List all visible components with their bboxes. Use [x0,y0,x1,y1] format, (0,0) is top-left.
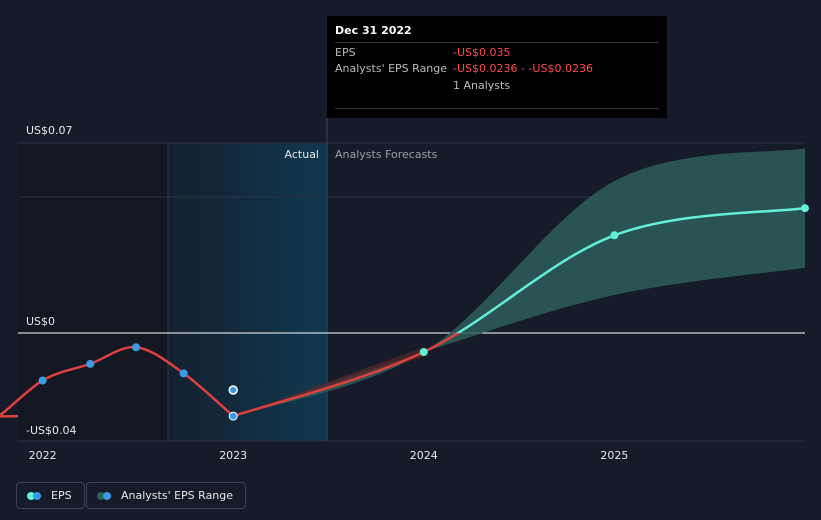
tooltip-value: -US$0.0236 - -US$0.0236 [453,62,593,75]
eps-forecast-point [801,204,809,213]
eps-forecast-line-positive [455,206,806,333]
region-label-forecast: Analysts Forecasts [335,148,438,161]
region-label-actual: Actual [285,148,319,161]
tooltip-value: -US$0.035 [453,46,511,59]
tooltip-label: Analysts' EPS Range [335,62,448,75]
eps-actual-point [228,411,238,421]
tooltip-analysts-count: 1 Analysts [453,79,511,92]
series-points [38,204,809,421]
series-lines [0,206,806,418]
eps-actual-point [131,343,140,352]
legend-item-analysts-range[interactable]: Analysts' EPS Range [86,482,247,509]
y-tick-label: US$0 [26,315,55,328]
y-tick-label: US$0.07 [26,124,73,137]
axis-labels: US$0.07 US$0 -US$0.04 2022 2023 2024 2025 Actua… [26,124,628,462]
y-tick-label: -US$0.04 [26,424,77,437]
actual-region-shade [168,143,327,441]
legend-label: EPS [51,489,72,502]
eps-forecast-point [419,348,428,356]
legend-item-eps[interactable]: EPS [16,482,85,509]
tooltip-date: Dec 31 2022 [335,24,412,37]
x-tick-label: 2024 [410,449,438,462]
tooltip-row-eps: EPS -US$0.035 [335,42,659,60]
hover-tooltip: Dec 31 2022 EPS -US$0.035 Analysts' EPS … [327,16,667,118]
x-tick-label: 2023 [219,449,247,462]
grid-lines [18,118,805,442]
analyst-range-band [233,148,805,417]
eps-forecast-point [610,231,619,240]
tooltip-label: EPS [335,46,356,59]
x-tick-label: 2025 [600,449,628,462]
eps-forecast-line-negative [232,333,461,418]
tooltip-row-range: Analysts' EPS Range -US$0.0236 - -US$0.0… [335,59,659,77]
x-tick-label: 2022 [29,449,57,462]
eps-actual-point [38,376,47,385]
hover-point [228,385,238,395]
eps-legend-icon [27,491,43,500]
legend-label: Analysts' EPS Range [121,489,234,502]
past-region-shade [18,143,168,441]
range-legend-icon [97,491,113,500]
eps-actual-line [0,345,235,418]
tooltip-row-analysts: 1 Analysts [335,76,659,94]
tooltip-divider [335,108,659,109]
eps-actual-point [86,359,95,368]
forecast-transition-shade [233,347,424,417]
analyst-range-area [233,148,805,417]
eps-actual-point [179,369,188,378]
